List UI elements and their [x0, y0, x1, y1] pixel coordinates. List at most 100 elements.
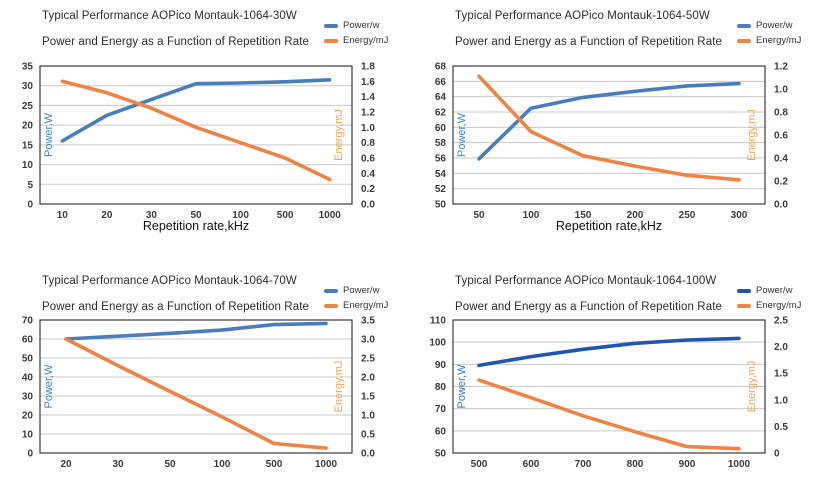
legend-item-energy: Energy/mJ: [737, 35, 825, 46]
right-axis-tick-label: 0.5: [361, 430, 375, 441]
right-axis-tick-label: 1.2: [774, 62, 788, 73]
right-axis-tick-label: 0.0: [774, 200, 788, 211]
x-axis-tick-label: 300: [731, 210, 748, 221]
right-axis-tick-label: 2.5: [361, 354, 375, 365]
left-axis-tick-label: 0: [27, 449, 33, 460]
left-axis-tick-label: 40: [22, 373, 34, 384]
right-axis-tick-label: 2.0: [774, 342, 788, 353]
chart-montauk-1064-30w: Typical Performance AOPico Montauk-1064-…: [0, 0, 413, 244]
x-axis-tick-label: 600: [523, 459, 540, 470]
x-axis-tick-label: 50: [473, 210, 485, 221]
power-line: [64, 321, 328, 341]
chart-title: Typical Performance AOPico Montauk-1064-…: [42, 275, 297, 287]
left-axis-tick-label: 70: [22, 316, 34, 327]
left-axis-tick-label: 15: [22, 140, 34, 151]
left-axis-label: Power,W: [43, 112, 55, 157]
x-axis-tick-label: 100: [523, 210, 540, 221]
left-axis-tick-label: 80: [435, 382, 447, 393]
left-axis-tick-label: 100: [429, 338, 446, 349]
left-axis-tick-label: 52: [435, 184, 447, 195]
plot-area: 50 52 54 56 58 60 62 64 66 68 0.0 0.2 0.4 0.6 0.8 1.0 1.…: [435, 62, 788, 222]
plot-area: 50 60 70 80 90 100 110 0 0.5 1.0 1.5 2.0 2.5 500 600 70…: [429, 316, 788, 471]
x-axis-title: Repetition rate,kHz: [555, 219, 663, 233]
legend-item-power: Power/w: [324, 285, 412, 296]
left-axis-tick-label: 30: [22, 81, 34, 92]
left-axis-tick-label: 50: [22, 354, 34, 365]
right-axis-tick-label: 0.0: [361, 200, 375, 211]
x-axis-tick-label: 1000: [728, 459, 751, 470]
x-axis-tick-label: 10: [57, 210, 69, 221]
plot-border: [39, 65, 353, 205]
left-axis-label: Power,W: [43, 364, 55, 409]
chart-title: Typical Performance AOPico Montauk-1064-…: [455, 10, 710, 22]
right-axis-tick-label: 1.6: [361, 77, 375, 88]
energy-line-swatch-icon: [737, 38, 751, 43]
left-axis-tick-label: 25: [22, 101, 34, 112]
x-axis-tick-label: 30: [146, 210, 158, 221]
legend: Power/w Energy/mJ: [324, 285, 412, 315]
legend: Power/w Energy/mJ: [737, 20, 825, 50]
right-axis-tick-label: 2.0: [361, 373, 375, 384]
power-line: [60, 78, 332, 143]
legend: Power/w Energy/mJ: [737, 285, 825, 315]
right-axis-tick-label: 1.5: [361, 392, 375, 403]
chart-subtitle: Power and Energy as a Function of Repeti…: [455, 301, 722, 313]
left-axis-label: Power,W: [456, 364, 468, 409]
legend-label: Power/w: [343, 285, 380, 296]
energy-line: [477, 74, 741, 182]
x-axis-tick-label: 1000: [315, 459, 338, 470]
left-axis-tick-label: 20: [22, 411, 34, 422]
right-axis-tick-label: 0.4: [774, 154, 788, 165]
right-axis-tick-label: 0: [774, 449, 780, 460]
x-axis-title: Repetition rate,kHz: [142, 219, 250, 233]
right-axis-tick-label: 1.5: [774, 369, 788, 380]
right-axis-tick-label: 1.2: [361, 108, 375, 119]
legend-label: Power/w: [756, 20, 793, 31]
power-line: [477, 81, 741, 161]
left-axis-tick-label: 70: [435, 404, 447, 415]
x-axis-tick-label: 500: [266, 459, 283, 470]
plot-border: [452, 65, 766, 205]
x-axis-tick-label: 500: [471, 459, 488, 470]
plot-area: 0 5 10 15 20 25 30 35 0.0 0.2 0.4 0.6 0.8 1.0 1.2 1.4 1.…: [22, 62, 375, 222]
x-axis-tick-label: 900: [679, 459, 696, 470]
power-line-swatch-icon: [737, 23, 751, 28]
energy-line: [60, 79, 332, 182]
chart-subtitle: Power and Energy as a Function of Repeti…: [42, 301, 309, 313]
left-axis-tick-label: 62: [435, 108, 447, 119]
right-axis-tick-label: 3.5: [361, 316, 375, 327]
left-axis-tick-label: 110: [430, 316, 447, 327]
legend-item-energy: Energy/mJ: [737, 300, 825, 311]
right-axis-label: Energy,mJ: [746, 361, 758, 413]
left-axis-tick-label: 50: [435, 449, 447, 460]
right-axis-tick-label: 2.5: [774, 316, 788, 327]
legend-label: Power/w: [343, 20, 380, 31]
left-axis-tick-label: 35: [22, 62, 34, 73]
x-axis-tick-label: 250: [679, 210, 696, 221]
left-axis-tick-label: 60: [435, 123, 447, 134]
right-axis-tick-label: 0.0: [361, 449, 375, 460]
chart-montauk-1064-70w: Typical Performance AOPico Montauk-1064-…: [0, 244, 413, 488]
legend: Power/w Energy/mJ: [324, 20, 412, 50]
left-axis-tick-label: 50: [435, 200, 447, 211]
legend-label: Energy/mJ: [343, 35, 389, 46]
right-axis-tick-label: 1.8: [361, 62, 375, 73]
left-axis-tick-label: 68: [435, 62, 447, 73]
legend-item-power: Power/w: [324, 20, 412, 31]
x-axis-tick-label: 20: [60, 459, 72, 470]
x-axis-tick-label: 150: [575, 210, 592, 221]
x-axis-tick-label: 50: [190, 210, 202, 221]
x-axis-tick-label: 700: [575, 459, 592, 470]
power-line-swatch-icon: [324, 23, 338, 28]
chart-subtitle: Power and Energy as a Function of Repeti…: [455, 36, 722, 48]
left-axis-tick-label: 54: [435, 169, 447, 180]
left-axis-tick-label: 58: [435, 138, 447, 149]
energy-line: [64, 337, 328, 450]
plot-border: [39, 319, 353, 454]
right-axis-tick-label: 0.6: [361, 154, 375, 165]
legend-item-energy: Energy/mJ: [324, 35, 412, 46]
energy-line-swatch-icon: [324, 303, 338, 308]
right-axis-tick-label: 0.8: [774, 108, 788, 119]
x-axis-tick-label: 50: [164, 459, 176, 470]
